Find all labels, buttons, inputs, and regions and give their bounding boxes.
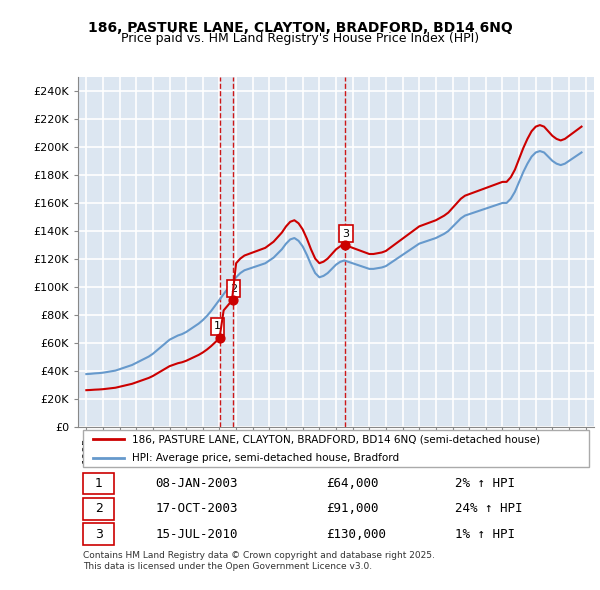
Text: HPI: Average price, semi-detached house, Bradford: HPI: Average price, semi-detached house,… — [132, 453, 400, 463]
Text: £91,000: £91,000 — [326, 502, 378, 515]
Text: Contains HM Land Registry data © Crown copyright and database right 2025.
This d: Contains HM Land Registry data © Crown c… — [83, 552, 435, 571]
Text: Price paid vs. HM Land Registry's House Price Index (HPI): Price paid vs. HM Land Registry's House … — [121, 32, 479, 45]
Text: 2: 2 — [95, 502, 103, 515]
Text: 186, PASTURE LANE, CLAYTON, BRADFORD, BD14 6NQ (semi-detached house): 186, PASTURE LANE, CLAYTON, BRADFORD, BD… — [132, 434, 541, 444]
Text: £64,000: £64,000 — [326, 477, 378, 490]
Text: £130,000: £130,000 — [326, 528, 386, 541]
Text: 2% ↑ HPI: 2% ↑ HPI — [455, 477, 515, 490]
FancyBboxPatch shape — [83, 498, 114, 520]
Text: 24% ↑ HPI: 24% ↑ HPI — [455, 502, 522, 515]
Point — [340, 240, 350, 250]
FancyBboxPatch shape — [83, 430, 589, 467]
FancyBboxPatch shape — [83, 523, 114, 545]
Text: 08-JAN-2003: 08-JAN-2003 — [155, 477, 238, 490]
Text: 2: 2 — [230, 284, 237, 293]
FancyBboxPatch shape — [83, 473, 114, 494]
Text: 1: 1 — [214, 322, 221, 332]
Text: 1: 1 — [95, 477, 103, 490]
Point — [215, 333, 225, 342]
Text: 3: 3 — [343, 229, 349, 239]
Text: 17-OCT-2003: 17-OCT-2003 — [155, 502, 238, 515]
Text: 1% ↑ HPI: 1% ↑ HPI — [455, 528, 515, 541]
Text: 3: 3 — [95, 528, 103, 541]
Text: 186, PASTURE LANE, CLAYTON, BRADFORD, BD14 6NQ: 186, PASTURE LANE, CLAYTON, BRADFORD, BD… — [88, 21, 512, 35]
Point — [228, 295, 238, 304]
Text: 15-JUL-2010: 15-JUL-2010 — [155, 528, 238, 541]
